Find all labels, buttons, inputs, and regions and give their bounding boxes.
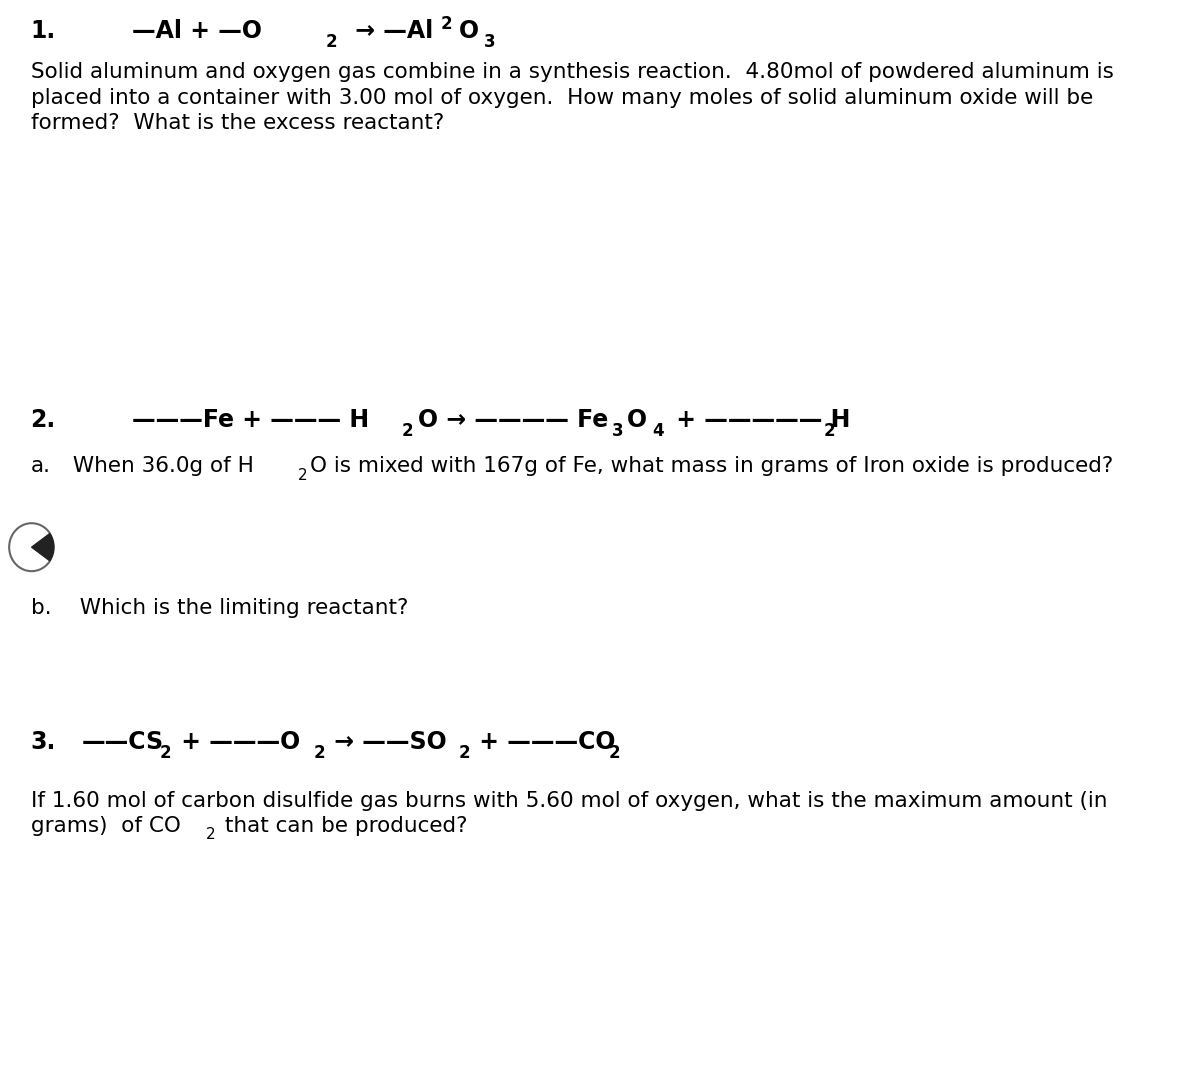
- Text: that can be produced?: that can be produced?: [218, 815, 468, 836]
- Text: 2: 2: [160, 743, 172, 762]
- Text: Solid aluminum and oxygen gas combine in a synthesis reaction.  4.80mol of powde: Solid aluminum and oxygen gas combine in…: [30, 62, 1114, 83]
- Text: + ———O: + ———O: [173, 730, 300, 754]
- Text: 2: 2: [440, 15, 452, 34]
- Text: O → ———— Fe: O → ———— Fe: [418, 409, 608, 433]
- Text: + ———CO: + ———CO: [470, 730, 616, 754]
- Text: Which is the limiting reactant?: Which is the limiting reactant?: [66, 597, 409, 618]
- Text: b.: b.: [30, 597, 52, 618]
- Text: + ————— H: + ————— H: [667, 409, 850, 433]
- Text: ———Fe + ——— H: ———Fe + ——— H: [132, 409, 370, 433]
- Text: 2: 2: [823, 422, 835, 440]
- Text: a.: a.: [30, 456, 50, 476]
- Text: 1.: 1.: [30, 20, 56, 44]
- Text: O is mixed with 167g of Fe, what mass in grams of Iron oxide is produced?: O is mixed with 167g of Fe, what mass in…: [310, 456, 1114, 476]
- Text: 2: 2: [298, 468, 307, 483]
- Text: 2: 2: [206, 827, 216, 843]
- Text: When 36.0g of H: When 36.0g of H: [66, 456, 254, 476]
- Text: 2: 2: [402, 422, 413, 440]
- Text: 2: 2: [314, 743, 325, 762]
- Wedge shape: [31, 533, 54, 561]
- Text: 4: 4: [653, 422, 664, 440]
- Text: O: O: [458, 20, 479, 44]
- Text: 2: 2: [458, 743, 470, 762]
- Text: ——CS: ——CS: [82, 730, 163, 754]
- Text: O: O: [626, 409, 647, 433]
- Text: 2: 2: [325, 33, 337, 51]
- Text: grams)  of CO: grams) of CO: [30, 815, 180, 836]
- Text: 3.: 3.: [30, 730, 56, 754]
- Text: —Al + —O: —Al + —O: [132, 20, 263, 44]
- Text: 3: 3: [484, 33, 496, 51]
- Text: → ——SO: → ——SO: [326, 730, 446, 754]
- Text: formed?  What is the excess reactant?: formed? What is the excess reactant?: [30, 112, 444, 133]
- Text: 3: 3: [612, 422, 623, 440]
- Text: 2.: 2.: [30, 409, 56, 433]
- Text: If 1.60 mol of carbon disulfide gas burns with 5.60 mol of oxygen, what is the m: If 1.60 mol of carbon disulfide gas burn…: [30, 790, 1108, 811]
- Text: 2: 2: [608, 743, 620, 762]
- Text: → —Al: → —Al: [347, 20, 433, 44]
- Text: placed into a container with 3.00 mol of oxygen.  How many moles of solid alumin: placed into a container with 3.00 mol of…: [30, 87, 1093, 108]
